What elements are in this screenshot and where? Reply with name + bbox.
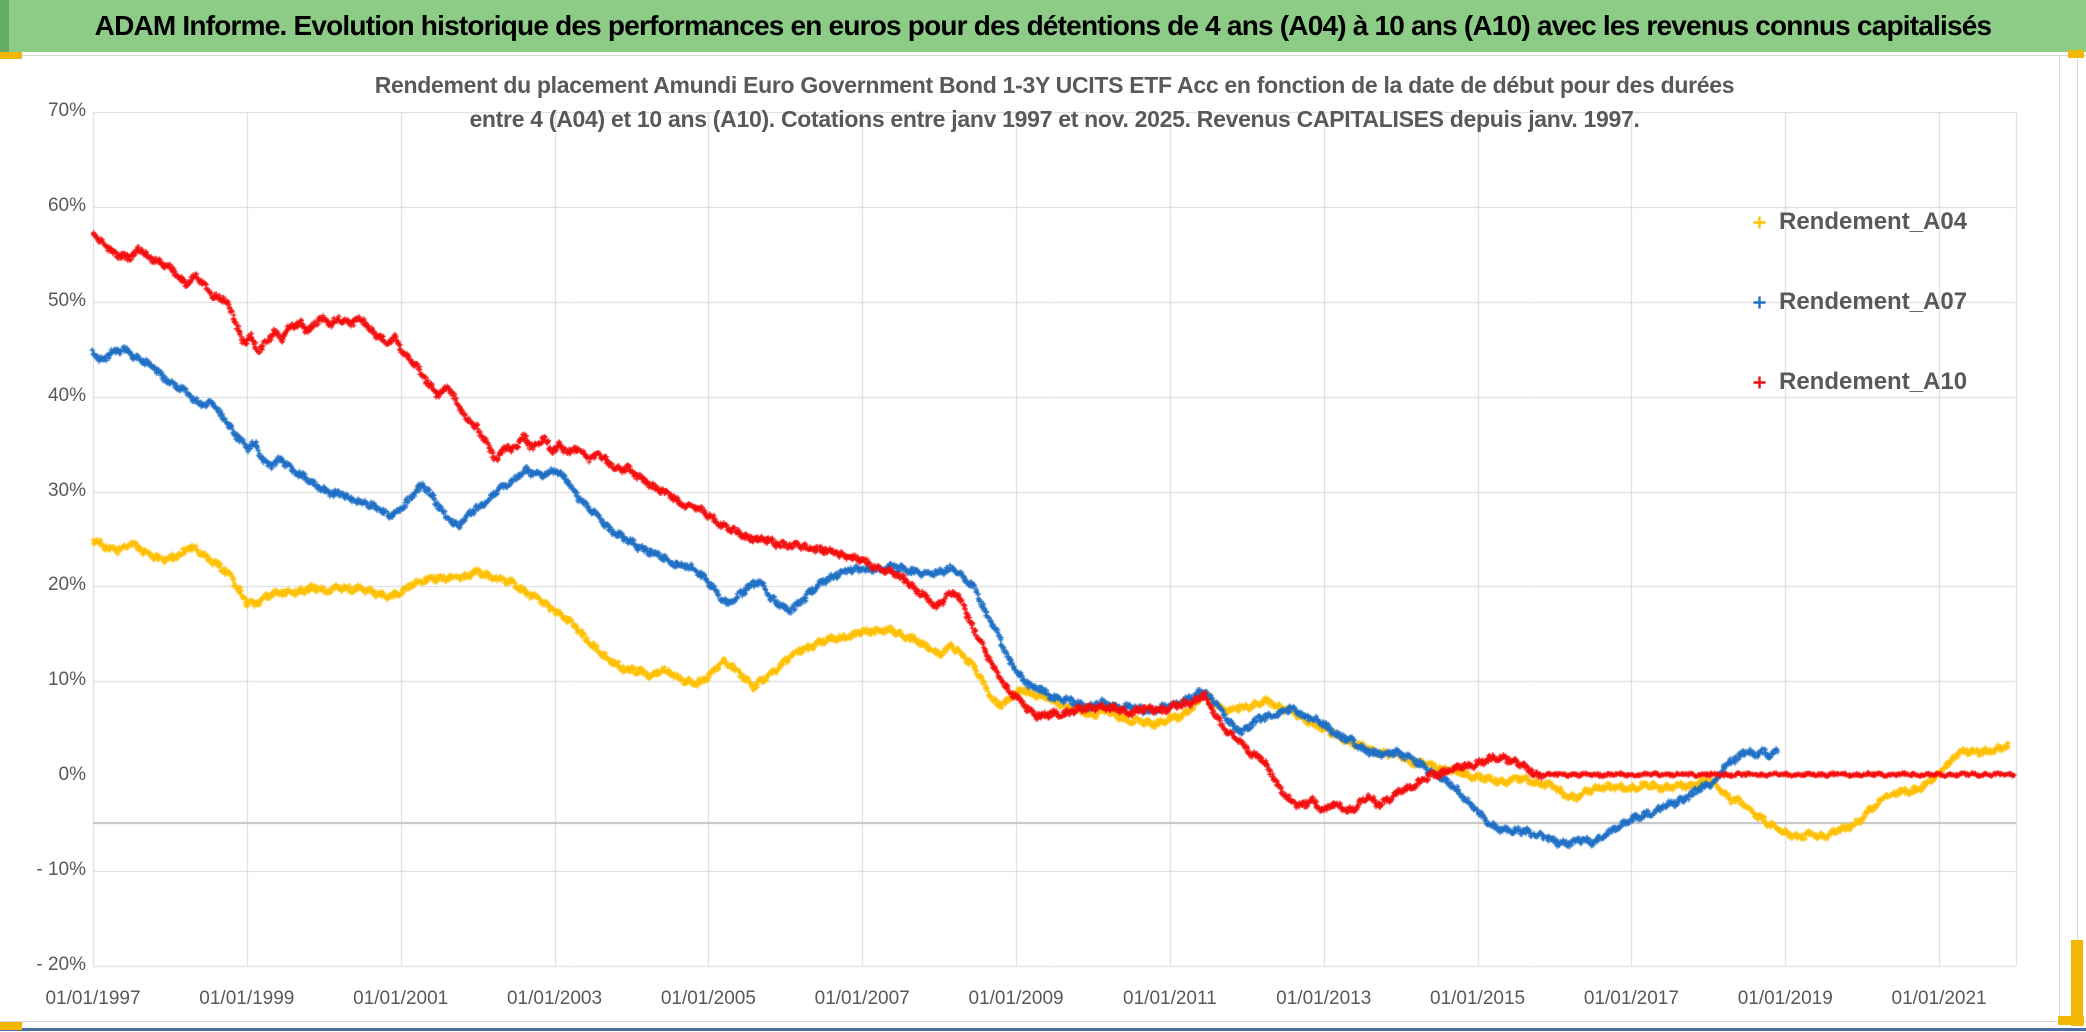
legend-item-rendement_a10[interactable]: Rendement_A10 [1752,368,1967,396]
window-title-bar: ADAM Informe. Evolution historique des p… [0,0,2086,52]
y-tick-label: 50% [47,290,86,311]
y-tick-label: 0% [58,764,86,785]
x-tick-label: 01/01/2021 [1891,988,1987,1009]
chart-title-line2: entre 4 (A04) et 10 ans (A10). Cotations… [469,106,1640,132]
legend-label: Rendement_A10 [1779,368,1968,395]
scrollbar-thumb[interactable] [2071,940,2083,1026]
y-tick-label: 30% [47,479,86,501]
x-tick-label: 01/01/2005 [660,988,756,1009]
x-tick-label: 01/01/1999 [199,988,295,1009]
x-tick-label: 01/01/2007 [814,988,910,1009]
x-tick-label: 01/01/2013 [1276,988,1372,1009]
y-tick-label: 70% [47,100,86,122]
x-tick-label: 01/01/2017 [1583,988,1679,1009]
legend-label: Rendement_A04 [1779,208,1968,235]
y-tick-label: 60% [47,195,86,217]
gold-tab-top-left [0,52,22,59]
legend-plus-marker-icon [1753,216,1766,228]
x-tick-label: 01/01/2011 [1123,988,1217,1009]
chart-title-line1: Rendement du placement Amundi Euro Gover… [374,72,1735,98]
y-tick-label: 40% [47,384,86,406]
gold-mark-top-right [2068,50,2084,58]
x-tick-label: 01/01/2015 [1430,988,1526,1009]
y-tick-label: - 10% [36,858,86,880]
legend-plus-marker-icon [1753,376,1766,388]
legend-plus-marker-icon [1753,296,1766,308]
x-tick-label: 01/01/1997 [45,988,141,1009]
window-bottom-edge [0,1028,2086,1031]
frame-top-line [0,55,2086,56]
frame-right-line-inner [2059,56,2060,1022]
gold-tab-bottom-left [0,1022,22,1030]
x-tick-label: 01/01/2009 [968,988,1064,1009]
legend-item-rendement_a04[interactable]: Rendement_A04 [1752,208,1967,236]
legend-item-rendement_a07[interactable]: Rendement_A07 [1752,288,1967,316]
x-tick-label: 01/01/2003 [506,988,603,1009]
y-tick-label: - 20% [36,953,86,975]
frame-bottom-line [0,1021,2086,1022]
y-tick-label: 20% [47,574,86,596]
page-title: ADAM Informe. Evolution historique des p… [94,10,1992,41]
gold-corner-bottom-right [2058,1016,2084,1025]
x-tick-label: 01/01/2001 [353,988,449,1009]
frame-right-line-outer [2077,56,2078,1022]
title-bar-left-edge [0,0,9,52]
x-tick-label: 01/01/2019 [1737,988,1833,1009]
y-tick-label: 10% [47,669,86,691]
legend-label: Rendement_A07 [1779,288,1968,315]
